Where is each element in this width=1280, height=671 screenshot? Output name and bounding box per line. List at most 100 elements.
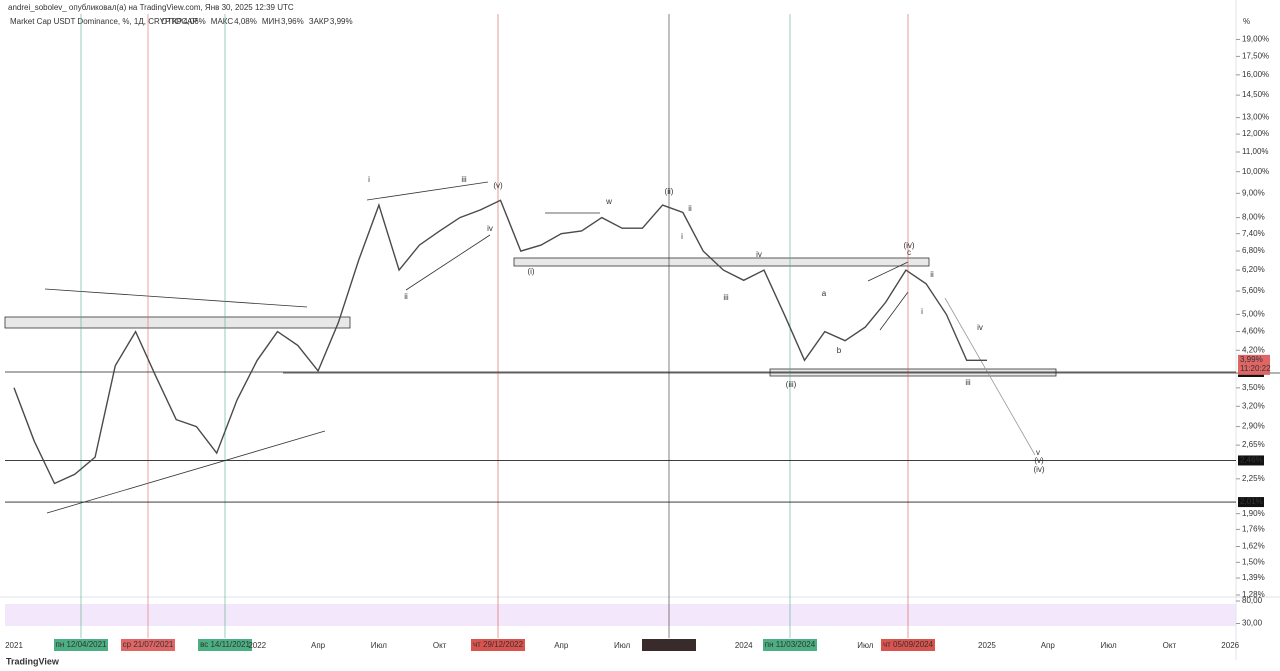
wave-label: (iv) (903, 241, 914, 250)
wave-label: i (921, 307, 923, 316)
wave-label: ii (688, 204, 692, 213)
zone-box (513, 257, 930, 267)
wave-label: (i) (527, 267, 534, 276)
wave-label: iii (461, 175, 467, 184)
wave-label: iii (965, 378, 971, 387)
x-tick-label: 2024 (735, 641, 753, 650)
y-tick-label: 1,28% (1242, 590, 1265, 599)
x-tick-label: Июл (614, 641, 631, 650)
date-marker-label: пн 12/04/2021 (55, 640, 107, 649)
wave-label: ii (930, 270, 934, 279)
y-tick-label: 11,00% (1242, 147, 1269, 156)
countdown: 11:20:22 (1240, 364, 1271, 373)
date-marker-box (763, 639, 817, 651)
y-tick-label: 7,40% (1242, 229, 1265, 238)
date-marker-box (121, 639, 175, 651)
x-tick-label: 2021 (5, 641, 23, 650)
wave-label: w (605, 197, 612, 206)
ohlc-label: МАКС (211, 17, 234, 26)
date-marker-label: пн 11/03/2024 (765, 640, 816, 649)
zone-box (4, 316, 351, 329)
y-tick-label: 2,65% (1242, 440, 1265, 449)
ohlc-value: 3,96% (281, 17, 304, 26)
y-tick-label: 6,80% (1242, 246, 1265, 255)
y-tick-label: 6,20% (1242, 265, 1265, 274)
y-tick-label: 3,20% (1242, 401, 1265, 410)
y-tick-label: 16,00% (1242, 70, 1269, 79)
x-tick-label: Апр (1041, 641, 1056, 650)
y-tick-label: 4,20% (1242, 345, 1265, 354)
x-tick-label: Апр (554, 641, 569, 650)
x-tick-label: Июл (857, 641, 874, 650)
wave-label: b (837, 346, 842, 355)
y-tick-label: 1,76% (1242, 525, 1265, 534)
date-marker-label: вс 14/11/2021 (200, 640, 250, 649)
y-tick-label: 1,39% (1242, 573, 1265, 582)
level-label: 2,01% (1240, 497, 1263, 506)
wave-label: iii (723, 293, 729, 302)
last-price-label: 3,99% (1240, 355, 1263, 364)
unit: % (1243, 17, 1250, 26)
y-tick-label: 2,90% (1242, 422, 1265, 431)
wave-label: (v) (493, 181, 503, 190)
wave-label: iv (977, 323, 983, 332)
y-tick-label: 8,00% (1242, 213, 1265, 222)
wave-label: v (1036, 448, 1040, 457)
x-tick-label: Июл (371, 641, 388, 650)
x-tick-label: 2026 (1221, 641, 1239, 650)
y-tick-label: 1,50% (1242, 557, 1265, 566)
x-tick-label: Окт (1163, 641, 1177, 650)
y-tick-label: 14,50% (1242, 90, 1269, 99)
ohlc-label: ЗАКР (309, 17, 329, 26)
wave-label: ii (404, 292, 408, 301)
zone-box (769, 368, 1057, 377)
date-marker-box (54, 639, 108, 651)
brand: TradingView (6, 656, 60, 666)
y-tick-label: 10,00% (1242, 167, 1269, 176)
y-tick-label: 1,90% (1242, 509, 1265, 518)
wave-label: i (368, 175, 370, 184)
date-marker-label: чт 05/09/2024 (883, 640, 934, 649)
wave-label: (ii) (665, 187, 674, 196)
date-marker-box (642, 639, 696, 651)
last-price-tag (1238, 354, 1270, 375)
ohlc-value: 4,06% (183, 17, 206, 26)
rsi-tick-label: 80,00 (1242, 596, 1263, 605)
author-line: andrei_sobolev_ опубликовал(а) на Tradin… (8, 3, 294, 12)
ohlc-value: 3,99% (330, 17, 353, 26)
wave-label: (v) (1034, 456, 1044, 465)
date-marker-label: чт 29/12/2022 (473, 640, 524, 649)
y-tick-label: 4,60% (1242, 327, 1265, 336)
price-line (13, 199, 987, 485)
date-marker-label: ср 21/07/2021 (123, 640, 174, 649)
x-tick-label: Июл (1100, 641, 1117, 650)
wave-label: iv (487, 224, 493, 233)
trendlines (44, 181, 1280, 514)
y-tick-label: 1,62% (1242, 542, 1265, 551)
ohlc-label: МИН (262, 17, 280, 26)
level-tag (1238, 455, 1264, 466)
x-tick-label: Окт (433, 641, 447, 650)
ohlc-value: 4,08% (234, 17, 257, 26)
y-tick-label: 17,50% (1242, 52, 1269, 61)
rsi-tick-label: 30,00 (1242, 619, 1263, 628)
y-tick-label: 5,00% (1242, 309, 1265, 318)
y-tick-label: 3,50% (1242, 383, 1265, 392)
ohlc-label: ОТКР (161, 17, 182, 26)
y-tick-label: 9,00% (1242, 188, 1265, 197)
y-tick-label: 13,00% (1242, 113, 1269, 122)
y-tick-label: 2,25% (1242, 474, 1265, 483)
x-tick-label: 2022 (248, 641, 266, 650)
wave-label: c (907, 248, 911, 257)
x-tick-label: Апр (311, 641, 326, 650)
date-marker-box (881, 639, 935, 651)
date-marker-box (471, 639, 525, 651)
y-tick-label: 12,00% (1242, 129, 1269, 138)
symbol: Market Cap USDT Dominance, %, 1Д, CRYPTO… (10, 17, 198, 26)
level-label: 2,46% (1240, 456, 1263, 465)
y-tick-label: 19,00% (1242, 35, 1269, 44)
date-marker-label: пн 11/09/2023 (644, 640, 695, 649)
x-tick-label: 2025 (978, 641, 996, 650)
level-tag (1238, 497, 1264, 508)
